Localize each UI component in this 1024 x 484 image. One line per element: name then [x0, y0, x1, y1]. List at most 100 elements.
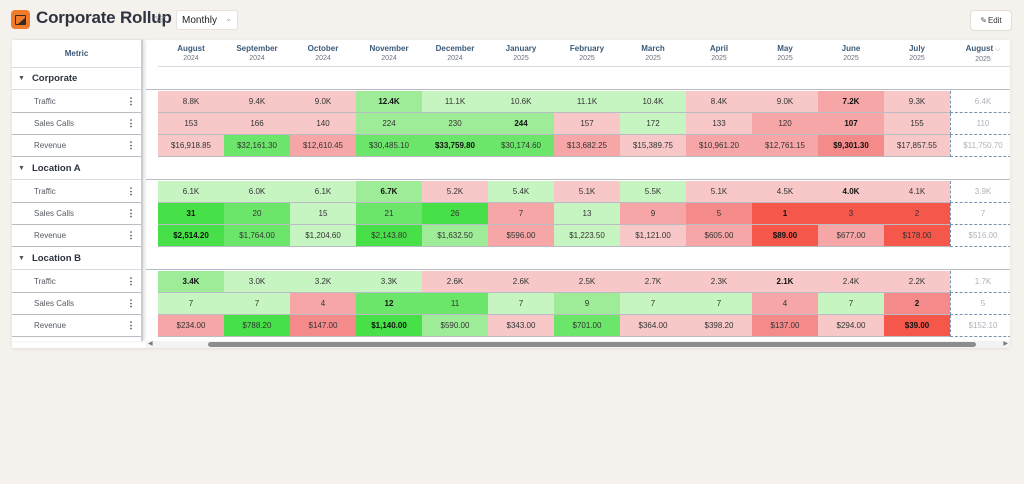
group-row-corporate[interactable]: ▼ Corporate — [12, 68, 141, 90]
value-cell[interactable]: $2,143.80 — [356, 225, 422, 247]
kebab-menu-icon[interactable]: ⋮ — [126, 276, 136, 286]
value-cell[interactable]: 4.1K — [884, 181, 950, 203]
value-cell[interactable]: 6.1K — [158, 181, 224, 203]
projected-cell[interactable]: $152.10 — [950, 315, 1010, 337]
value-cell[interactable]: 9.4K — [224, 91, 290, 113]
value-cell[interactable]: $2,514.20 — [158, 225, 224, 247]
value-cell[interactable]: 5.4K — [488, 181, 554, 203]
value-cell[interactable]: 7 — [488, 203, 554, 225]
value-cell[interactable]: 20 — [224, 203, 290, 225]
value-cell[interactable]: 21 — [356, 203, 422, 225]
value-cell[interactable]: 6.1K — [290, 181, 356, 203]
value-cell[interactable]: 7 — [818, 293, 884, 315]
value-cell[interactable]: $343.00 — [488, 315, 554, 337]
projected-cell[interactable]: 7 — [950, 203, 1010, 225]
value-cell[interactable]: 8.8K — [158, 91, 224, 113]
value-cell[interactable]: $16,918.85 — [158, 135, 224, 157]
value-cell[interactable]: 5.2K — [422, 181, 488, 203]
kebab-menu-icon[interactable]: ⋮ — [126, 140, 136, 150]
value-cell[interactable]: 1 — [752, 203, 818, 225]
projected-cell[interactable]: 5 — [950, 293, 1010, 315]
group-row-location-a[interactable]: ▼ Location A — [12, 158, 141, 180]
value-cell[interactable]: 7 — [158, 293, 224, 315]
value-cell[interactable]: 11.1K — [554, 91, 620, 113]
value-cell[interactable]: 12.4K — [356, 91, 422, 113]
value-cell[interactable]: $1,764.00 — [224, 225, 290, 247]
value-cell[interactable]: 2.4K — [818, 271, 884, 293]
value-cell[interactable]: 2.7K — [620, 271, 686, 293]
value-cell[interactable]: 166 — [224, 113, 290, 135]
value-cell[interactable]: 3.4K — [158, 271, 224, 293]
value-cell[interactable]: $30,485.10 — [356, 135, 422, 157]
value-cell[interactable]: 155 — [884, 113, 950, 135]
scroll-right-icon[interactable]: ▶ — [1003, 341, 1008, 347]
value-cell[interactable]: 7 — [224, 293, 290, 315]
value-cell[interactable]: 11.1K — [422, 91, 488, 113]
value-cell[interactable]: 2.2K — [884, 271, 950, 293]
value-cell[interactable]: $39.00 — [884, 315, 950, 337]
group-row-location-b[interactable]: ▼ Location B — [12, 248, 141, 270]
value-cell[interactable]: 10.6K — [488, 91, 554, 113]
value-cell[interactable]: 5 — [686, 203, 752, 225]
value-cell[interactable]: 153 — [158, 113, 224, 135]
value-cell[interactable]: 2 — [884, 203, 950, 225]
projected-cell[interactable]: $11,750.70 — [950, 135, 1010, 157]
value-cell[interactable]: $12,761.15 — [752, 135, 818, 157]
chevron-down-icon[interactable]: ⌵ — [995, 46, 1001, 53]
kebab-menu-icon[interactable]: ⋮ — [126, 96, 136, 106]
value-cell[interactable]: 140 — [290, 113, 356, 135]
value-cell[interactable]: 2.3K — [686, 271, 752, 293]
value-cell[interactable]: $701.00 — [554, 315, 620, 337]
value-cell[interactable]: 3.3K — [356, 271, 422, 293]
edit-button[interactable]: ✎ Edit — [970, 10, 1012, 31]
value-cell[interactable]: 5.1K — [686, 181, 752, 203]
value-cell[interactable]: 12 — [356, 293, 422, 315]
value-cell[interactable]: 4.0K — [818, 181, 884, 203]
value-cell[interactable]: $12,610.45 — [290, 135, 356, 157]
value-cell[interactable]: 2.5K — [554, 271, 620, 293]
value-cell[interactable]: 3.2K — [290, 271, 356, 293]
kebab-menu-icon[interactable]: ⋮ — [126, 208, 136, 218]
value-cell[interactable]: 4 — [752, 293, 818, 315]
value-cell[interactable]: 10.4K — [620, 91, 686, 113]
scrollbar-thumb[interactable] — [208, 342, 976, 347]
value-cell[interactable]: 133 — [686, 113, 752, 135]
kebab-menu-icon[interactable]: ⋮ — [126, 298, 136, 308]
projected-cell[interactable]: 3.9K — [950, 181, 1010, 203]
value-cell[interactable]: 5.5K — [620, 181, 686, 203]
value-cell[interactable]: $13,682.25 — [554, 135, 620, 157]
value-cell[interactable]: 7 — [620, 293, 686, 315]
value-cell[interactable]: 157 — [554, 113, 620, 135]
value-cell[interactable]: $9,301.30 — [818, 135, 884, 157]
value-cell[interactable]: $364.00 — [620, 315, 686, 337]
column-header[interactable]: August ⌵ 2025 — [950, 40, 1010, 67]
value-cell[interactable]: 9 — [620, 203, 686, 225]
value-cell[interactable]: 15 — [290, 203, 356, 225]
kebab-menu-icon[interactable]: ⋮ — [126, 230, 136, 240]
value-cell[interactable]: $605.00 — [686, 225, 752, 247]
value-cell[interactable]: 7 — [488, 293, 554, 315]
value-cell[interactable]: $1,223.50 — [554, 225, 620, 247]
value-cell[interactable]: 5.1K — [554, 181, 620, 203]
projected-cell[interactable]: 6.4K — [950, 91, 1010, 113]
value-cell[interactable]: 26 — [422, 203, 488, 225]
collapse-triangle-icon[interactable]: ▼ — [18, 255, 25, 262]
value-cell[interactable]: $17,857.55 — [884, 135, 950, 157]
value-cell[interactable]: 2.6K — [488, 271, 554, 293]
projected-cell[interactable]: 110 — [950, 113, 1010, 135]
value-cell[interactable]: 107 — [818, 113, 884, 135]
value-cell[interactable]: $590.00 — [422, 315, 488, 337]
kebab-menu-icon[interactable]: ⋮ — [126, 320, 136, 330]
star-outline-icon[interactable]: ☆ — [153, 10, 167, 27]
value-cell[interactable]: 2 — [884, 293, 950, 315]
scroll-left-icon[interactable]: ◀ — [148, 341, 153, 347]
value-cell[interactable]: 7 — [686, 293, 752, 315]
value-cell[interactable]: 31 — [158, 203, 224, 225]
value-cell[interactable]: $30,174.60 — [488, 135, 554, 157]
value-cell[interactable]: $234.00 — [158, 315, 224, 337]
value-cell[interactable]: 6.0K — [224, 181, 290, 203]
value-cell[interactable]: $32,161.30 — [224, 135, 290, 157]
value-cell[interactable]: $1,140.00 — [356, 315, 422, 337]
value-cell[interactable]: 13 — [554, 203, 620, 225]
projected-cell[interactable]: $516.00 — [950, 225, 1010, 247]
